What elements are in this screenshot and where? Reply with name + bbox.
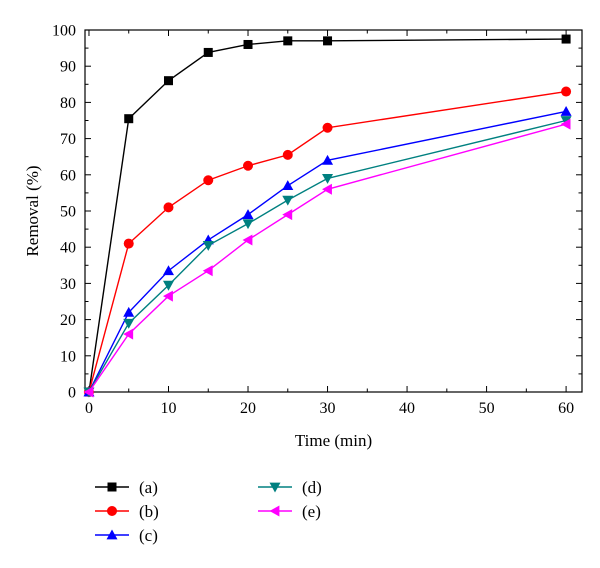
data-point <box>560 118 571 130</box>
x-tick-label: 20 <box>240 400 256 417</box>
legend-label: (b) <box>139 502 159 521</box>
legend-marker <box>107 506 117 516</box>
series-5 <box>83 118 571 398</box>
series-line <box>88 123 567 393</box>
data-point <box>561 86 572 97</box>
y-tick-label: 80 <box>60 95 76 112</box>
data-point <box>242 219 254 230</box>
data-point <box>203 47 213 57</box>
data-point <box>83 386 94 398</box>
data-point <box>163 76 173 86</box>
data-point <box>282 209 293 221</box>
data-point <box>124 114 134 124</box>
data-point <box>323 36 333 46</box>
data-point <box>322 154 334 165</box>
x-axis-title: Time (min) <box>295 431 372 450</box>
legend-item: (b) <box>95 502 159 521</box>
data-point <box>560 116 572 126</box>
legend-marker <box>106 529 118 540</box>
data-point <box>242 209 254 220</box>
data-point <box>202 240 214 251</box>
data-point <box>123 306 135 317</box>
series-line <box>88 38 567 393</box>
legend-label: (a) <box>139 478 158 497</box>
data-point <box>283 36 293 46</box>
legend-marker <box>107 482 117 492</box>
data-point <box>322 183 332 195</box>
y-tick-label: 10 <box>60 348 76 365</box>
data-point <box>282 149 293 160</box>
legend-item: (d) <box>258 478 322 497</box>
data-point <box>123 238 134 249</box>
data-point <box>163 202 174 213</box>
data-point <box>162 290 173 302</box>
x-tick-label: 50 <box>479 400 495 417</box>
y-tick-label: 100 <box>52 23 76 40</box>
x-tick-label: 10 <box>160 400 176 417</box>
tick-labels: 0 10 20 30 40 50 60 0 10 20 30 40 50 60 70 80 90 100 <box>52 23 574 418</box>
y-axis-title: Removal (%) <box>23 165 42 256</box>
legend-marker <box>269 505 280 517</box>
data-point <box>203 175 214 186</box>
data-point <box>242 234 253 246</box>
legend-label: (e) <box>302 502 321 521</box>
y-tick-label: 90 <box>60 59 76 76</box>
legend-label: (d) <box>302 478 322 497</box>
x-tick-label: 30 <box>320 400 336 417</box>
series-3 <box>83 105 572 397</box>
data-point <box>123 328 134 340</box>
legend-item: (a) <box>95 478 158 497</box>
series-line <box>88 110 567 393</box>
legend-label: (c) <box>139 526 158 545</box>
x-tick-label: 60 <box>558 400 574 417</box>
plot-border <box>84 29 583 393</box>
y-tick-label: 50 <box>60 204 76 221</box>
series-layer <box>83 34 572 398</box>
data-point <box>282 195 294 206</box>
series-1 <box>84 34 571 397</box>
y-tick-label: 0 <box>68 385 76 402</box>
data-point <box>162 280 174 291</box>
legend-marker <box>269 482 281 493</box>
data-point <box>162 265 174 276</box>
data-point <box>243 39 253 49</box>
y-tick-label: 20 <box>60 312 76 329</box>
data-point <box>243 160 254 171</box>
data-point <box>561 34 571 44</box>
data-point <box>202 265 213 277</box>
x-tick-label: 0 <box>85 400 93 417</box>
series-line <box>88 119 567 393</box>
data-point <box>322 122 333 133</box>
y-tick-label: 30 <box>60 276 76 293</box>
x-tick-label: 40 <box>399 400 415 417</box>
data-point <box>282 180 294 191</box>
legend-item: (e) <box>258 502 321 521</box>
plot-frame <box>84 29 583 393</box>
legend-item: (c) <box>95 526 158 545</box>
data-point <box>123 318 135 329</box>
legend: (a) (b) (c) (d) (e) <box>95 478 322 545</box>
series-2 <box>83 86 572 397</box>
data-point <box>322 174 334 184</box>
y-tick-label: 70 <box>60 131 76 148</box>
y-tick-label: 60 <box>60 167 76 184</box>
axis-ticks <box>85 29 582 393</box>
y-tick-label: 40 <box>60 240 76 257</box>
data-point <box>560 105 572 116</box>
series-line <box>88 90 567 393</box>
